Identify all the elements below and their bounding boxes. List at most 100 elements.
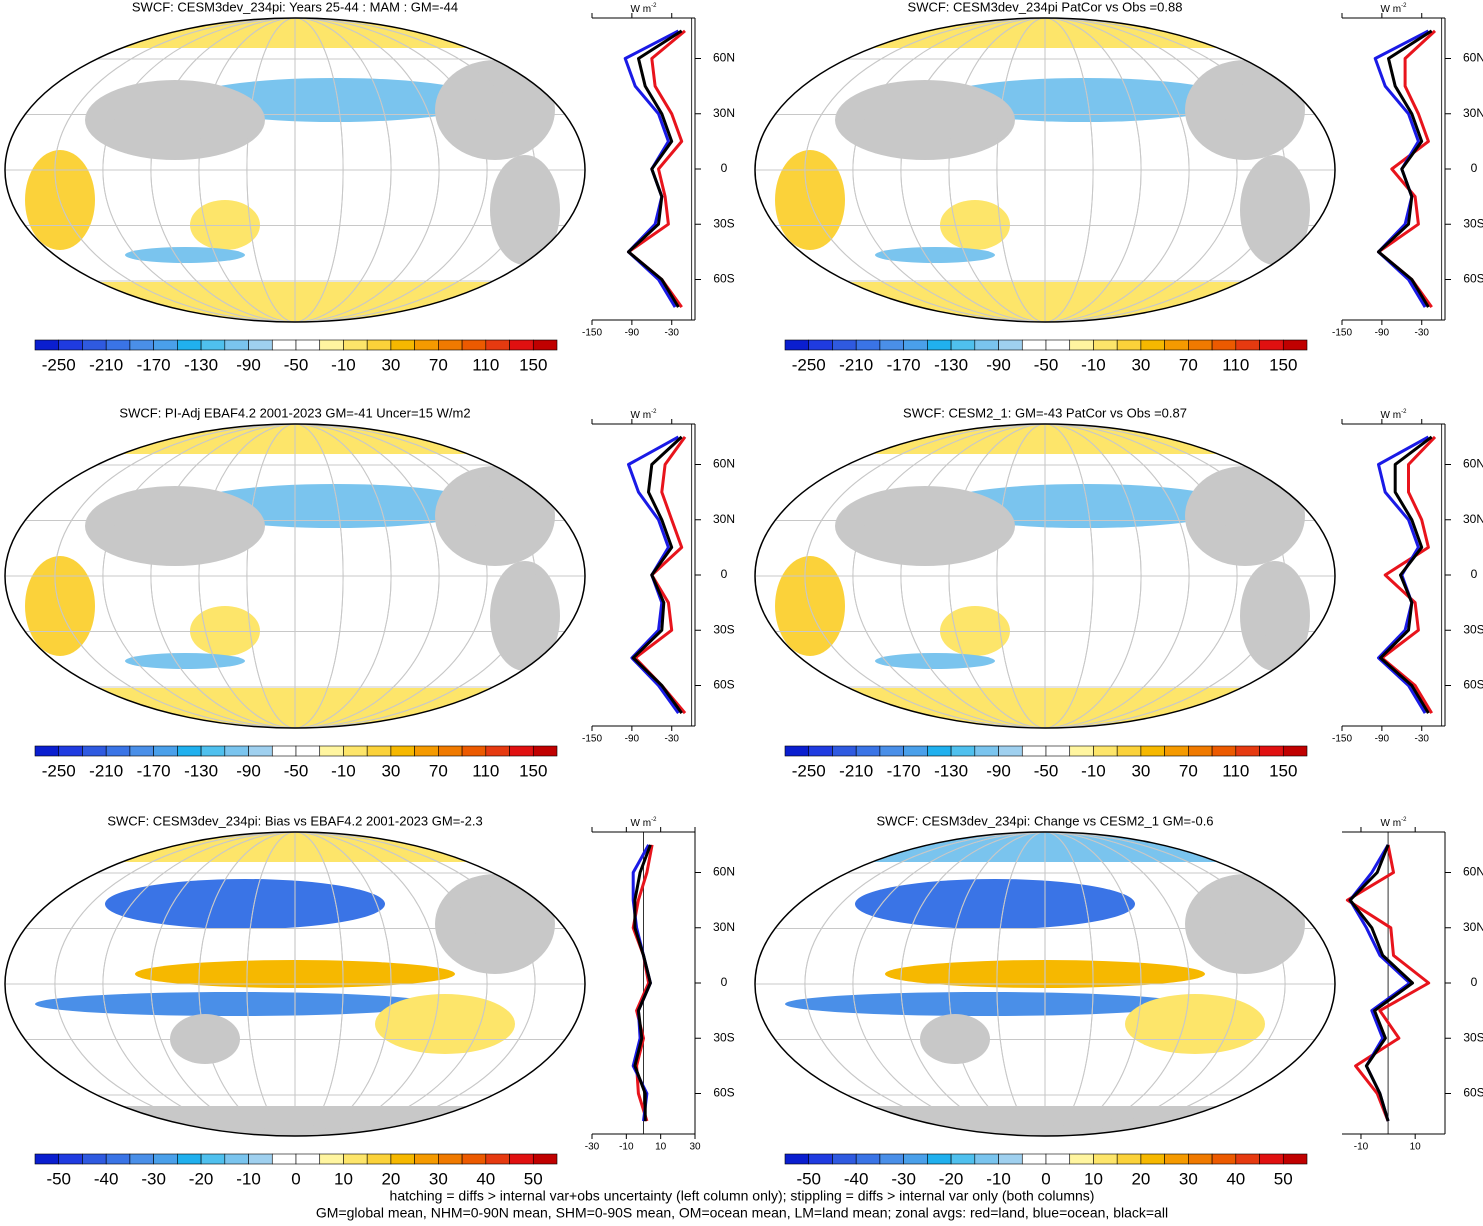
colorbar-box [880,340,904,350]
colorbar-label: 20 [381,1169,400,1188]
colorbar-label: -10 [331,355,356,374]
y-tick-label: 30N [713,106,735,120]
colorbar-box [1046,1154,1070,1164]
colorbar-box [999,340,1023,350]
colorbar-box [438,746,462,756]
colorbar-box [951,340,975,350]
colorbar-box [1093,340,1117,350]
colorbar-box [785,340,809,350]
colorbar-label: -170 [137,355,171,374]
colorbar-label: 30 [381,355,400,374]
colorbar-label: 30 [381,761,400,780]
y-tick-label: 30S [1463,216,1483,230]
colorbar-label: 30 [1179,1169,1198,1188]
colorbar-label: -210 [839,355,873,374]
colorbar-box [999,746,1023,756]
colorbar-box [832,1154,856,1164]
map-blob [875,247,995,263]
colorbar-box [1236,340,1260,350]
y-tick-label: 30S [713,216,734,230]
colorbar-label: -50 [284,761,309,780]
colorbar-box [1212,746,1236,756]
colorbar-label: -90 [986,761,1011,780]
colorbar-label: 0 [1041,1169,1050,1188]
map [755,18,1335,322]
zonal-line [629,31,686,307]
colorbar-box [1283,746,1307,756]
colorbar-box [59,1154,83,1164]
colorbar-label: 0 [291,1169,300,1188]
colorbar-box [35,340,59,350]
colorbar-box [1236,746,1260,756]
colorbar-label: 110 [1222,355,1249,374]
colorbar-label: -50 [284,355,309,374]
colorbar-label: -30 [891,1169,916,1188]
map-blob [1185,466,1305,566]
colorbar-label: -90 [236,761,261,780]
unit-exponent: -2 [1401,817,1407,823]
colorbar-box [1046,340,1070,350]
colorbar-box [296,1154,320,1164]
colorbar-box [296,340,320,350]
map-fill [755,832,1335,1136]
colorbar-box [1212,1154,1236,1164]
x-tick-label: -150 [582,328,602,339]
colorbar-box [904,1154,928,1164]
colorbar-box [1188,746,1212,756]
zonal-line [635,437,685,713]
map-blob [435,874,555,974]
colorbar-box [438,340,462,350]
colorbar-box [1093,746,1117,756]
colorbar-label: 50 [1274,1169,1293,1188]
colorbar-label: -50 [796,1169,821,1188]
colorbar-label: -20 [939,1169,964,1188]
colorbar-box [927,1154,951,1164]
zonal-line [1379,31,1436,307]
colorbar-box [154,340,178,350]
colorbar-label: -90 [236,355,261,374]
y-tick-label: 0 [721,161,728,175]
y-tick-label: 30N [713,512,735,526]
colorbar-box [1188,1154,1212,1164]
colorbar-box [927,746,951,756]
map [5,832,585,1136]
colorbar-label: -250 [792,355,826,374]
colorbar-label: -10 [1081,355,1106,374]
colorbar-box [1093,1154,1117,1164]
panel: SWCF: CESM3dev_234pi: Change vs CESM2_1 … [755,813,1483,1188]
colorbar-box [785,746,809,756]
colorbar-box [904,746,928,756]
unit-exponent: -2 [651,409,657,415]
y-tick-label: 30N [1463,512,1483,526]
colorbar-box [975,746,999,756]
colorbar-box [367,1154,391,1164]
colorbar-box [35,1154,59,1164]
panel: SWCF: CESM3dev_234pi: Bias vs EBAF4.2 20… [5,813,735,1188]
map-blob [435,466,555,566]
panel-title: SWCF: CESM3dev_234pi: Change vs CESM2_1 … [876,813,1213,828]
colorbar-box [1141,1154,1165,1164]
y-tick-label: 30S [1463,622,1483,636]
colorbar-label: 30 [429,1169,448,1188]
y-tick-label: 60S [1463,272,1483,286]
colorbar-label: -170 [887,355,921,374]
colorbar-box [106,340,130,350]
colorbar-box [1236,1154,1260,1164]
x-tick-label: -10 [619,1142,634,1153]
y-tick-label: 0 [1471,567,1478,581]
colorbar-label: -10 [236,1169,261,1188]
map-blob [125,653,245,669]
map-blob [1185,874,1305,974]
panel: SWCF: CESM3dev_234pi PatCor vs Obs =0.88… [755,0,1483,374]
colorbar-label: -90 [986,355,1011,374]
colorbar-box [1188,340,1212,350]
colorbar-box [999,1154,1023,1164]
y-tick-label: 30S [1463,1030,1483,1044]
colorbar-box [832,746,856,756]
colorbar-box [320,340,344,350]
map-blob [375,994,515,1054]
colorbar-label: 30 [1131,355,1150,374]
colorbar-label: -50 [1034,355,1059,374]
y-tick-label: 60S [1463,1086,1483,1100]
